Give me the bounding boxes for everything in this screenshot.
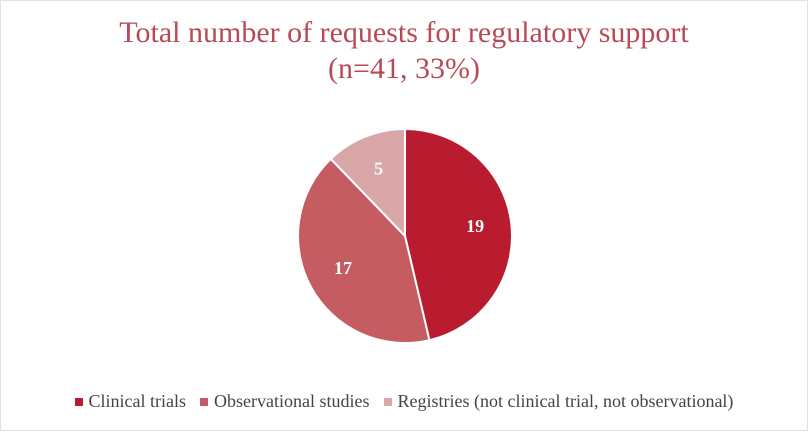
pie-slice-registries	[329, 127, 406, 239]
pie-slice-observational-studies	[297, 157, 431, 344]
legend-swatch	[200, 397, 209, 406]
chart-legend: Clinical trials Observational studies Re…	[1, 391, 807, 412]
legend-item-observational-studies: Observational studies	[200, 391, 370, 412]
legend-swatch	[383, 397, 392, 406]
chart-subtitle: (n=41, 33%)	[328, 52, 480, 85]
legend-swatch	[74, 397, 83, 406]
legend-label: Clinical trials	[88, 391, 187, 411]
slice-label-registries: 5	[374, 159, 383, 179]
legend-item-clinical-trials: Clinical trials	[74, 391, 187, 412]
slice-label-observational-studies: 17	[334, 258, 352, 278]
pie-slice-clinical-trials	[404, 127, 513, 342]
legend-label: Observational studies	[214, 391, 370, 411]
legend-label: Registries (not clinical trial, not obse…	[397, 391, 734, 411]
chart-title-main: Total number of requests for regulatory …	[119, 16, 689, 49]
legend-item-registries: Registries (not clinical trial, not obse…	[383, 391, 734, 412]
slice-label-clinical-trials: 19	[466, 216, 484, 236]
chart-title: Total number of requests for regulatory …	[1, 15, 807, 87]
